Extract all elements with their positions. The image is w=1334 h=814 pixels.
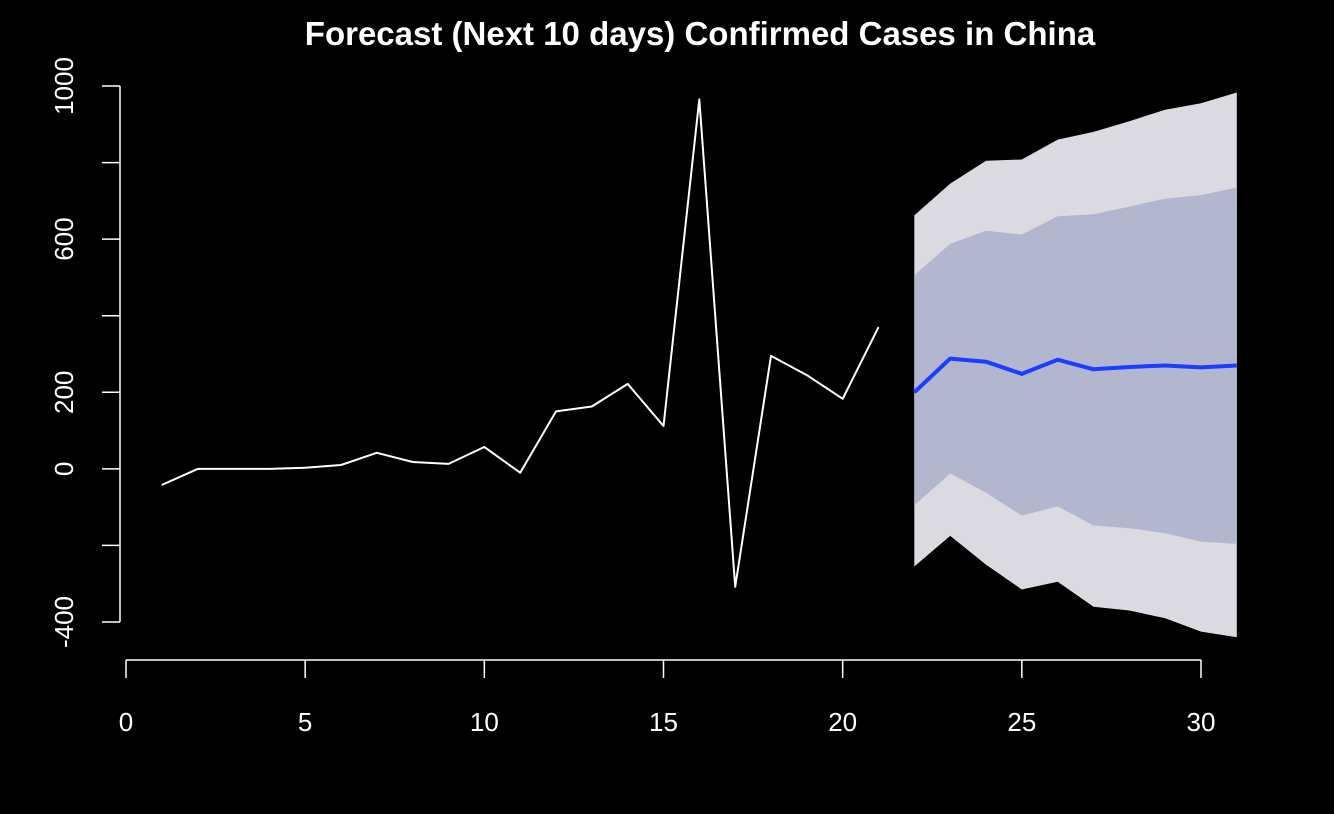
x-tick-label: 30	[1187, 707, 1216, 737]
y-tick-label: 1000	[49, 57, 79, 115]
y-tick-label: 200	[49, 371, 79, 414]
y-tick-label: 0	[49, 462, 79, 476]
x-tick-label: 0	[119, 707, 133, 737]
chart-lines	[161, 98, 1237, 588]
x-tick-label: 20	[828, 707, 857, 737]
x-tick-label: 5	[298, 707, 312, 737]
chart-title: Forecast (Next 10 days) Confirmed Cases …	[305, 15, 1096, 52]
x-tick-label: 10	[470, 707, 499, 737]
y-tick-label: 600	[49, 217, 79, 260]
forecast-mean-line	[912, 356, 1237, 394]
observed-cases-line	[161, 98, 880, 588]
x-tick-label: 15	[649, 707, 678, 737]
y-axis: -400 0 200 600 1000	[49, 57, 121, 648]
x-tick-label: 25	[1007, 707, 1036, 737]
y-tick-label: -400	[49, 596, 79, 648]
x-axis: 0 5 10 15 20 25 30	[119, 659, 1216, 737]
